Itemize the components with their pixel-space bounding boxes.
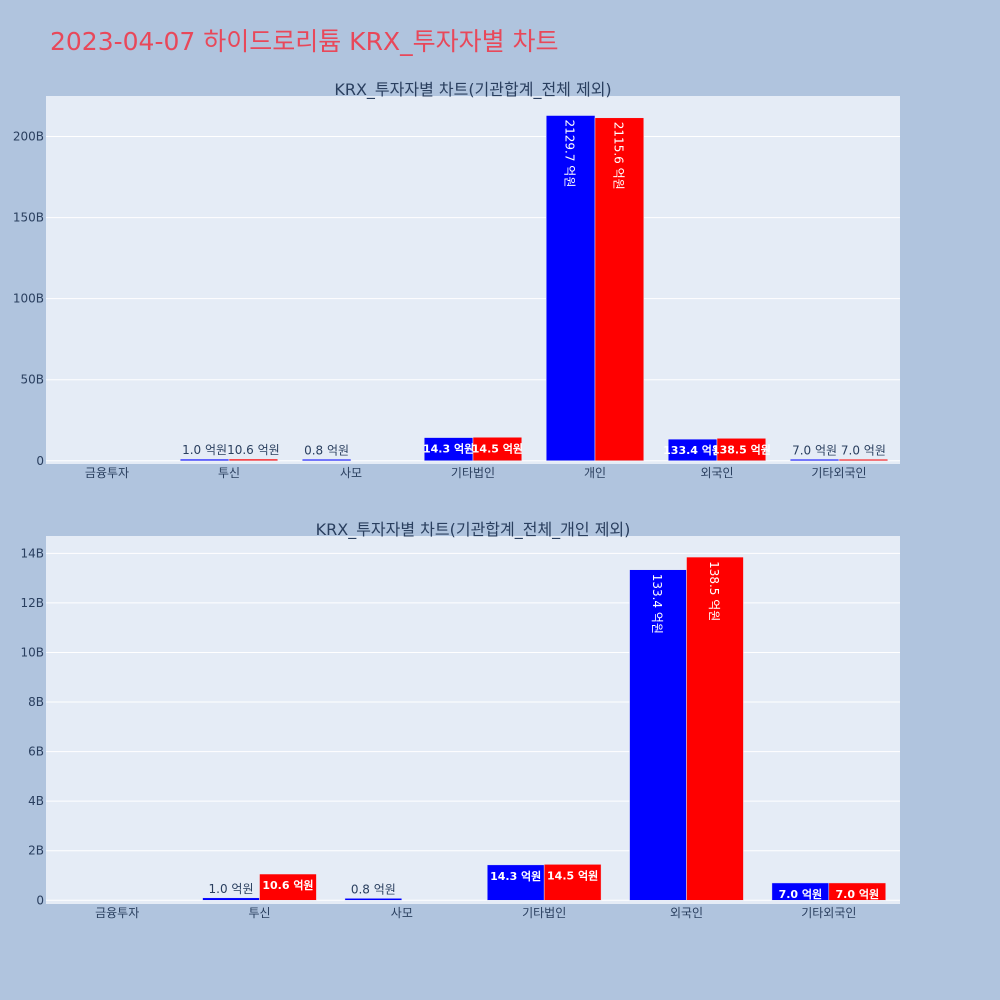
chart-title: KRX_투자자별 차트(기관합계_전체_개인 제외) bbox=[316, 520, 631, 540]
plot-area bbox=[46, 96, 900, 464]
bar bbox=[344, 898, 403, 901]
y-tick-label: 4B bbox=[28, 794, 44, 808]
x-tick-label: 금융투자 bbox=[95, 906, 139, 920]
y-tick-label: 50B bbox=[20, 373, 44, 387]
bar-label: 7.0 억원 bbox=[792, 443, 837, 457]
y-tick-label: 0 bbox=[36, 893, 44, 907]
x-tick-label: 기타법인 bbox=[451, 466, 495, 480]
y-tick-label: 8B bbox=[28, 695, 44, 709]
page-title: 2023-04-07 하이드로리튬 KRX_투자자별 차트 bbox=[50, 27, 559, 56]
bar bbox=[259, 873, 317, 901]
bar bbox=[301, 459, 352, 462]
y-tick-label: 14B bbox=[20, 546, 44, 560]
y-tick-label: 200B bbox=[13, 130, 44, 144]
x-tick-label: 사모 bbox=[391, 906, 413, 920]
y-tick-label: 10B bbox=[20, 645, 44, 659]
bar bbox=[838, 459, 889, 462]
bar-label: 7.0 억원 bbox=[779, 887, 823, 901]
bar-label: 2115.6 억원 bbox=[611, 122, 625, 190]
y-tick-label: 2B bbox=[28, 844, 44, 858]
x-tick-label: 기타외국인 bbox=[801, 906, 856, 920]
bar bbox=[686, 556, 744, 901]
bar-label: 14.5 억원 bbox=[547, 868, 598, 882]
x-tick-label: 기타법인 bbox=[522, 906, 566, 920]
plot-area bbox=[46, 536, 900, 904]
bar-label: 0.8 억원 bbox=[351, 882, 396, 896]
chart-title: KRX_투자자별 차트(기관합계_전체 제외) bbox=[334, 80, 611, 100]
bar-label: 133.4 억원 bbox=[663, 443, 722, 457]
x-tick-label: 외국인 bbox=[670, 906, 703, 920]
bar bbox=[228, 458, 279, 462]
bar bbox=[486, 864, 545, 901]
x-tick-label: 외국인 bbox=[700, 466, 733, 480]
bar bbox=[716, 438, 767, 462]
bar-label: 138.5 억원 bbox=[707, 561, 721, 621]
bar bbox=[594, 117, 645, 462]
y-tick-label: 12B bbox=[20, 596, 44, 610]
bar-label: 14.3 억원 bbox=[490, 869, 541, 883]
bar-label: 7.0 억원 bbox=[836, 887, 880, 901]
x-tick-label: 투신 bbox=[218, 466, 240, 480]
bar bbox=[543, 864, 602, 901]
bar-label: 10.6 억원 bbox=[227, 443, 280, 457]
bar-label: 138.5 억원 bbox=[712, 442, 771, 456]
bar-label: 14.5 억원 bbox=[472, 441, 523, 455]
x-tick-label: 기타외국인 bbox=[811, 466, 866, 480]
bar-label: 0.8 억원 bbox=[304, 443, 349, 457]
x-tick-label: 투신 bbox=[248, 906, 270, 920]
bar-label: 14.3 억원 bbox=[423, 442, 474, 456]
bar-label: 7.0 억원 bbox=[841, 443, 886, 457]
bar bbox=[828, 882, 887, 901]
bar-label: 2129.7 억원 bbox=[563, 120, 577, 188]
bar-label: 1.0 억원 bbox=[209, 882, 254, 896]
bar bbox=[472, 437, 523, 462]
x-tick-label: 개인 bbox=[584, 466, 606, 480]
bar-label: 133.4 억원 bbox=[650, 574, 664, 634]
y-tick-label: 0 bbox=[36, 454, 44, 468]
bar-label: 10.6 억원 bbox=[262, 878, 313, 892]
bar bbox=[545, 115, 596, 462]
x-tick-label: 금융투자 bbox=[85, 466, 129, 480]
x-tick-label: 사모 bbox=[340, 466, 362, 480]
bar bbox=[202, 897, 260, 901]
y-tick-label: 150B bbox=[13, 211, 44, 225]
y-tick-label: 100B bbox=[13, 292, 44, 306]
y-tick-label: 6B bbox=[28, 745, 44, 759]
bar-label: 1.0 억원 bbox=[182, 443, 227, 457]
